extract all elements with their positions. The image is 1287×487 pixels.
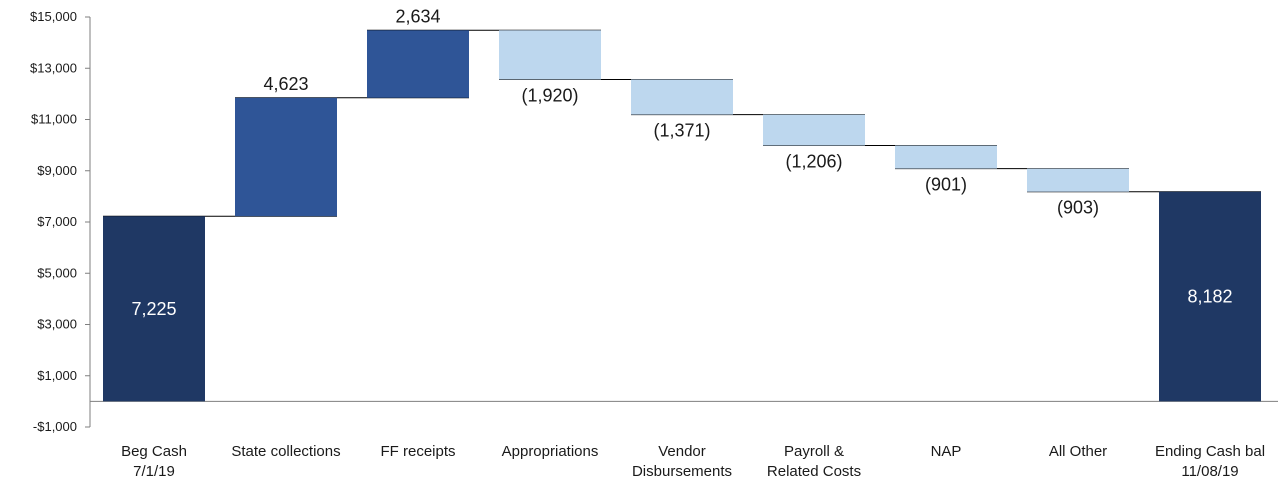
- data-label: (901): [925, 175, 967, 195]
- bar-decrease: [1027, 168, 1129, 192]
- data-label: 8,182: [1187, 287, 1232, 307]
- bar-total: [1159, 191, 1261, 402]
- category-label: Appropriations: [502, 443, 599, 460]
- category-label: Disbursements: [632, 463, 732, 480]
- data-label: (1,206): [785, 152, 842, 172]
- data-label: 2,634: [395, 6, 440, 26]
- category-label: Beg Cash: [121, 443, 187, 460]
- y-tick-label: $5,000: [37, 265, 77, 280]
- y-tick-label: $9,000: [37, 163, 77, 178]
- bar-increase: [367, 30, 469, 98]
- category-labels: Beg Cash 7/1/19 State collections FF receip…: [121, 443, 1265, 480]
- data-label: (1,920): [521, 85, 578, 105]
- category-label: Related Costs: [767, 463, 861, 480]
- category-label: All Other: [1049, 443, 1107, 460]
- bar-increase: [235, 97, 337, 217]
- data-label: 7,225: [131, 299, 176, 319]
- y-tick-label: $1,000: [37, 368, 77, 383]
- category-label: FF receipts: [380, 443, 455, 460]
- y-tick-label: $11,000: [31, 112, 77, 127]
- y-tick-label: $13,000: [30, 60, 77, 75]
- y-tick-label: $15,000: [30, 9, 77, 24]
- category-label: 7/1/19: [133, 463, 175, 480]
- category-label: Payroll &: [784, 443, 844, 460]
- bar-decrease: [499, 30, 601, 80]
- y-tick-label: $3,000: [37, 317, 77, 332]
- bar-decrease: [763, 114, 865, 146]
- y-axis: -$1,000 $1,000 $3,000 $5,000 $7,000 $9,000 $11…: [30, 9, 91, 434]
- bar-decrease: [895, 145, 997, 169]
- data-label: (1,371): [653, 121, 710, 141]
- y-tick-label: $7,000: [37, 214, 77, 229]
- bars: [103, 30, 1261, 402]
- data-labels: 7,225 4,623 2,634 (1,920) (1,371) (1,206) (901…: [131, 6, 1232, 319]
- category-label: Ending Cash bal: [1155, 443, 1265, 460]
- bar-total: [103, 216, 205, 402]
- data-label: 4,623: [263, 74, 308, 94]
- category-label: Vendor: [658, 443, 706, 460]
- data-label: (903): [1057, 198, 1099, 218]
- category-label: NAP: [931, 443, 962, 460]
- y-tick-label: -$1,000: [33, 419, 77, 434]
- category-label: State collections: [231, 443, 340, 460]
- bar-decrease: [631, 79, 733, 115]
- category-label: 11/08/19: [1181, 463, 1238, 480]
